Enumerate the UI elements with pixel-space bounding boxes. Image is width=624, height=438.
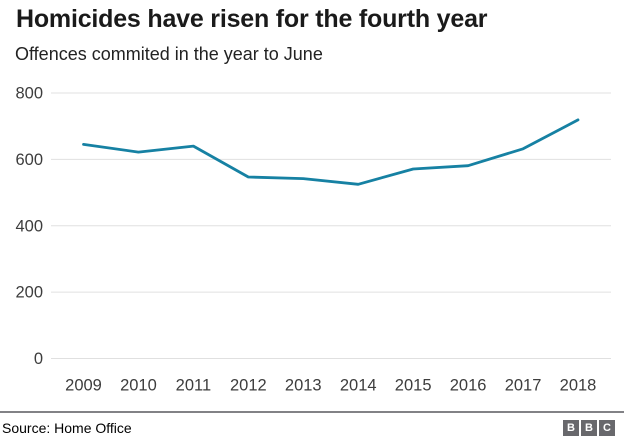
y-tick-label: 400 xyxy=(15,217,43,235)
x-tick-label: 2013 xyxy=(285,377,322,395)
x-tick-label: 2018 xyxy=(560,377,597,395)
x-tick-label: 2015 xyxy=(395,377,432,395)
bbc-logo: B B C xyxy=(563,420,615,436)
y-tick-label: 0 xyxy=(34,350,43,368)
y-tick-label: 200 xyxy=(15,284,43,302)
y-tick-label: 600 xyxy=(15,151,43,169)
source-label: Source: Home Office xyxy=(2,420,132,436)
x-tick-label: 2017 xyxy=(505,377,542,395)
bbc-logo-letter: C xyxy=(599,420,615,436)
data-line xyxy=(82,118,580,186)
chart-subtitle: Offences commited in the year to June xyxy=(15,44,323,64)
x-tick-label: 2010 xyxy=(120,377,157,395)
footer-divider xyxy=(0,411,624,413)
chart-title: Homicides have risen for the fourth year xyxy=(16,5,488,33)
bbc-logo-letter: B xyxy=(581,420,597,436)
line-chart: 0 200 400 600 800 2009 2010 2011 2012 2013 2014 201… xyxy=(15,85,611,395)
x-tick-label: 2016 xyxy=(450,377,487,395)
x-tick-label: 2014 xyxy=(340,377,377,395)
x-tick-label: 2009 xyxy=(65,377,102,395)
bbc-logo-letter: B xyxy=(563,420,579,436)
x-tick-label: 2012 xyxy=(230,377,267,395)
x-tick-label: 2011 xyxy=(176,377,211,395)
y-tick-label: 800 xyxy=(15,85,43,103)
